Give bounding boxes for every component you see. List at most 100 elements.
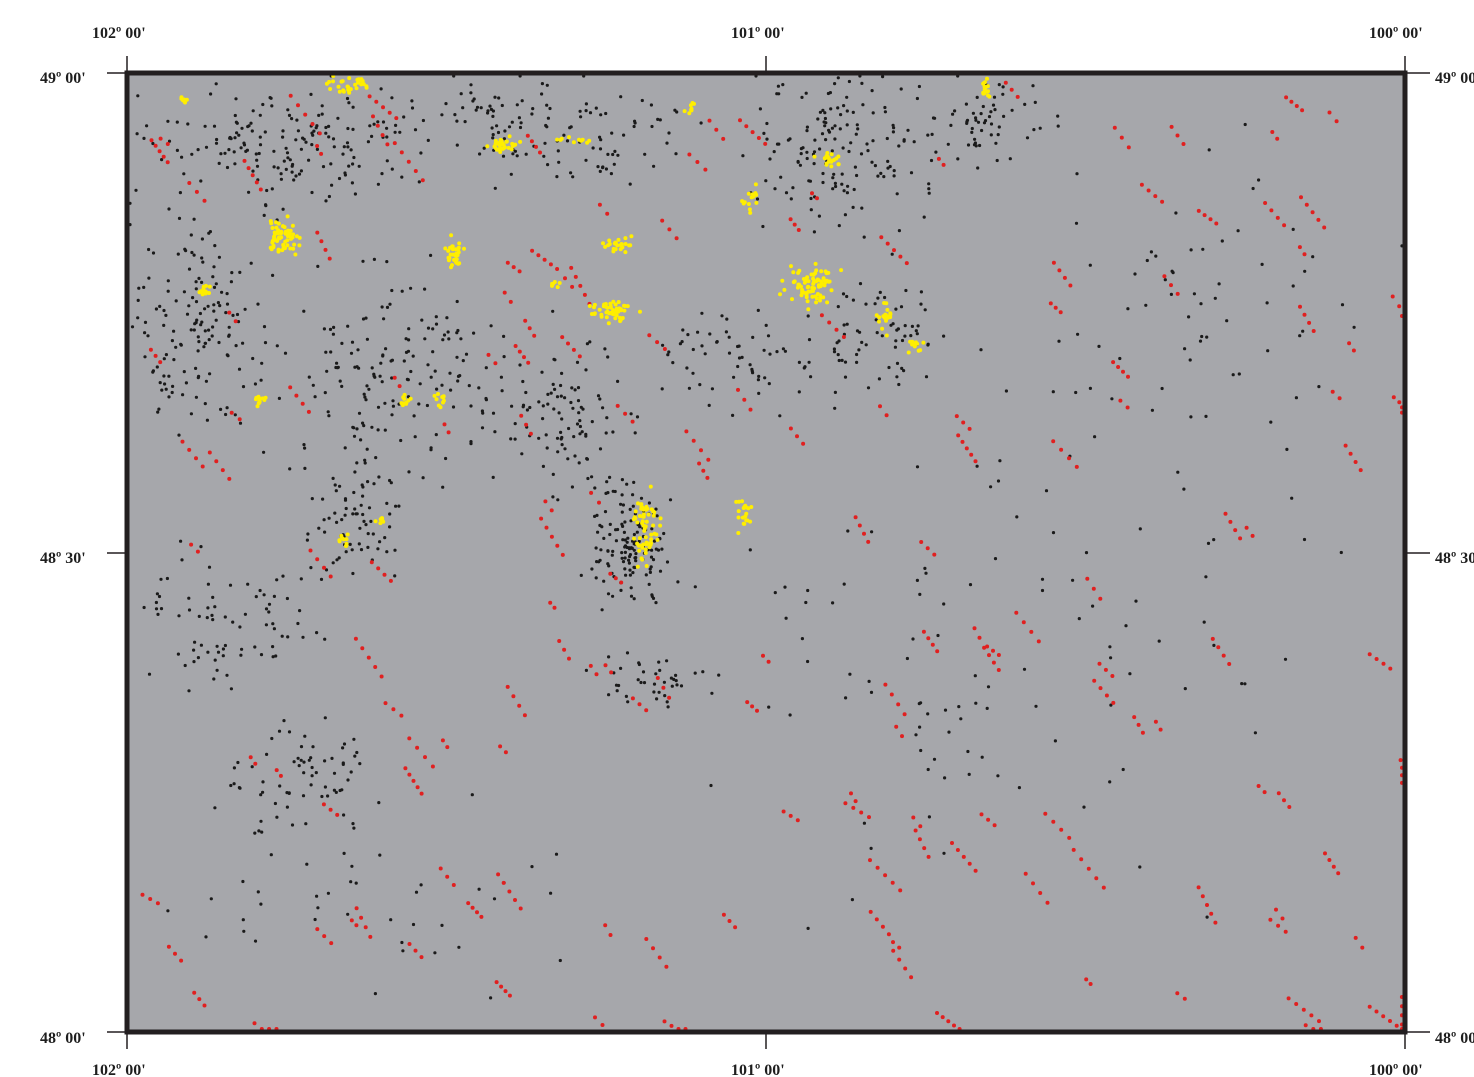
black-point	[603, 510, 608, 514]
yellow-point	[836, 162, 841, 167]
red-point	[525, 133, 530, 138]
black-point	[374, 456, 378, 460]
black-point	[373, 375, 377, 379]
red-point	[691, 438, 696, 443]
black-point	[400, 289, 404, 293]
red-point	[555, 543, 560, 548]
red-point	[445, 874, 450, 879]
black-point	[212, 124, 217, 128]
black-point	[914, 329, 918, 333]
yellow-point	[354, 86, 359, 91]
black-point	[751, 371, 755, 375]
red-point	[1209, 911, 1214, 916]
black-point	[929, 158, 934, 163]
black-point	[253, 382, 257, 386]
yellow-point	[328, 87, 333, 91]
black-point	[1051, 390, 1055, 394]
black-point	[467, 384, 471, 388]
black-point	[602, 579, 606, 583]
black-point	[166, 119, 170, 123]
black-point	[348, 542, 352, 547]
red-point	[1287, 805, 1292, 809]
yellow-point	[452, 258, 457, 263]
red-point	[1323, 851, 1327, 856]
black-point	[164, 313, 168, 317]
black-point	[312, 129, 316, 133]
red-point	[227, 476, 232, 481]
red-point	[1098, 686, 1103, 691]
yellow-point	[829, 159, 834, 164]
red-point	[1391, 395, 1396, 400]
red-point	[200, 464, 205, 469]
red-point	[810, 191, 814, 196]
red-point	[562, 647, 567, 652]
black-point	[652, 539, 657, 543]
red-point	[153, 143, 158, 148]
black-point	[818, 147, 822, 151]
yellow-point	[373, 519, 378, 524]
red-point	[1298, 304, 1302, 309]
black-point	[280, 634, 284, 638]
black-point	[1183, 687, 1187, 691]
black-point	[423, 337, 427, 341]
black-point	[461, 359, 465, 363]
black-point	[357, 411, 362, 415]
black-point	[429, 253, 433, 257]
black-point	[177, 433, 181, 437]
red-point	[1053, 305, 1058, 310]
black-point	[833, 82, 837, 86]
black-point	[620, 551, 624, 555]
red-point	[522, 355, 526, 360]
black-point	[411, 354, 415, 358]
black-point	[346, 324, 350, 328]
red-point	[1059, 447, 1064, 452]
black-point	[805, 150, 809, 154]
black-point	[598, 447, 603, 451]
red-point	[155, 901, 160, 906]
black-point	[389, 481, 393, 485]
yellow-point	[449, 233, 454, 238]
red-point	[149, 138, 154, 143]
black-point	[213, 244, 217, 248]
yellow-point	[448, 252, 453, 257]
red-point	[1136, 722, 1141, 727]
yellow-point	[608, 305, 613, 310]
black-point	[866, 149, 870, 153]
yellow-point	[981, 91, 986, 96]
black-point	[184, 249, 188, 253]
red-point	[557, 639, 562, 643]
red-point	[399, 150, 404, 155]
red-point	[1268, 917, 1273, 922]
black-point	[635, 415, 640, 419]
black-point	[259, 793, 263, 797]
red-point	[925, 546, 930, 551]
black-point	[578, 424, 583, 429]
yellow-point	[640, 519, 645, 524]
red-point	[637, 702, 642, 707]
black-point	[319, 577, 324, 582]
black-point	[215, 644, 219, 648]
yellow-point	[269, 221, 274, 226]
red-point	[940, 1015, 945, 1020]
black-point	[667, 131, 671, 135]
yellow-point	[457, 241, 462, 246]
black-point	[281, 207, 285, 211]
red-point	[194, 456, 198, 461]
yellow-point	[607, 242, 612, 246]
black-point	[390, 288, 394, 293]
black-point	[974, 118, 978, 122]
red-point	[493, 361, 498, 366]
red-point	[369, 560, 374, 565]
red-point	[588, 663, 593, 668]
black-point	[877, 377, 882, 381]
black-point	[303, 734, 307, 738]
black-point	[665, 141, 669, 145]
black-point	[970, 130, 974, 134]
yellow-point	[263, 395, 268, 400]
black-point	[842, 189, 846, 193]
yellow-point	[504, 139, 509, 144]
yellow-point	[637, 514, 642, 518]
black-point	[840, 172, 844, 176]
black-point	[1260, 262, 1264, 266]
